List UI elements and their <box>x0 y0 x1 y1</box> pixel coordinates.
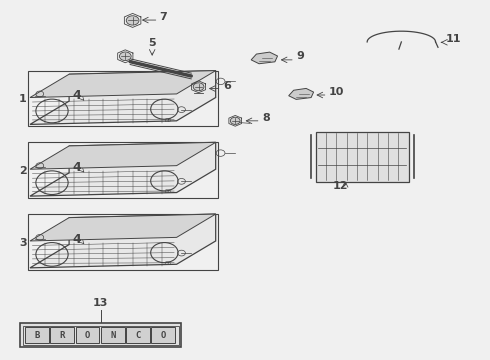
Text: DB: DB <box>165 118 172 123</box>
Polygon shape <box>251 52 277 64</box>
Circle shape <box>126 16 139 25</box>
Bar <box>101 327 124 343</box>
Text: 8: 8 <box>262 113 270 123</box>
Text: 4: 4 <box>72 89 81 102</box>
Bar <box>75 327 99 343</box>
Text: DB: DB <box>165 189 172 194</box>
Circle shape <box>120 52 131 60</box>
Text: 10: 10 <box>329 87 344 96</box>
Text: 6: 6 <box>223 81 231 91</box>
Circle shape <box>230 117 240 125</box>
Text: 12: 12 <box>333 181 348 191</box>
Text: 11: 11 <box>445 34 461 44</box>
Text: 4: 4 <box>72 233 81 246</box>
Bar <box>27 71 218 126</box>
Bar <box>126 327 150 343</box>
Text: O: O <box>161 330 166 339</box>
Polygon shape <box>30 142 216 196</box>
Polygon shape <box>30 71 216 125</box>
Polygon shape <box>30 142 216 169</box>
Bar <box>20 323 181 347</box>
Bar <box>316 132 409 182</box>
Polygon shape <box>30 214 216 268</box>
Polygon shape <box>289 89 314 99</box>
Text: 5: 5 <box>148 37 156 48</box>
Bar <box>27 214 218 270</box>
Bar <box>151 327 175 343</box>
Text: 3: 3 <box>19 238 26 248</box>
Text: C: C <box>135 330 141 339</box>
Polygon shape <box>30 71 216 98</box>
Bar <box>25 327 49 343</box>
Text: R: R <box>60 330 65 339</box>
Text: 7: 7 <box>159 12 167 22</box>
Text: 1: 1 <box>19 94 26 104</box>
Bar <box>50 327 74 343</box>
Polygon shape <box>30 214 216 241</box>
Text: 9: 9 <box>296 51 304 61</box>
Text: 13: 13 <box>93 297 109 307</box>
Text: 2: 2 <box>19 166 26 176</box>
Text: O: O <box>85 330 90 339</box>
Bar <box>23 325 179 345</box>
Circle shape <box>193 83 204 91</box>
Text: 4: 4 <box>72 161 81 174</box>
Bar <box>27 142 218 198</box>
Text: N: N <box>110 330 116 339</box>
Text: DB: DB <box>165 261 172 266</box>
Text: B: B <box>34 330 40 339</box>
